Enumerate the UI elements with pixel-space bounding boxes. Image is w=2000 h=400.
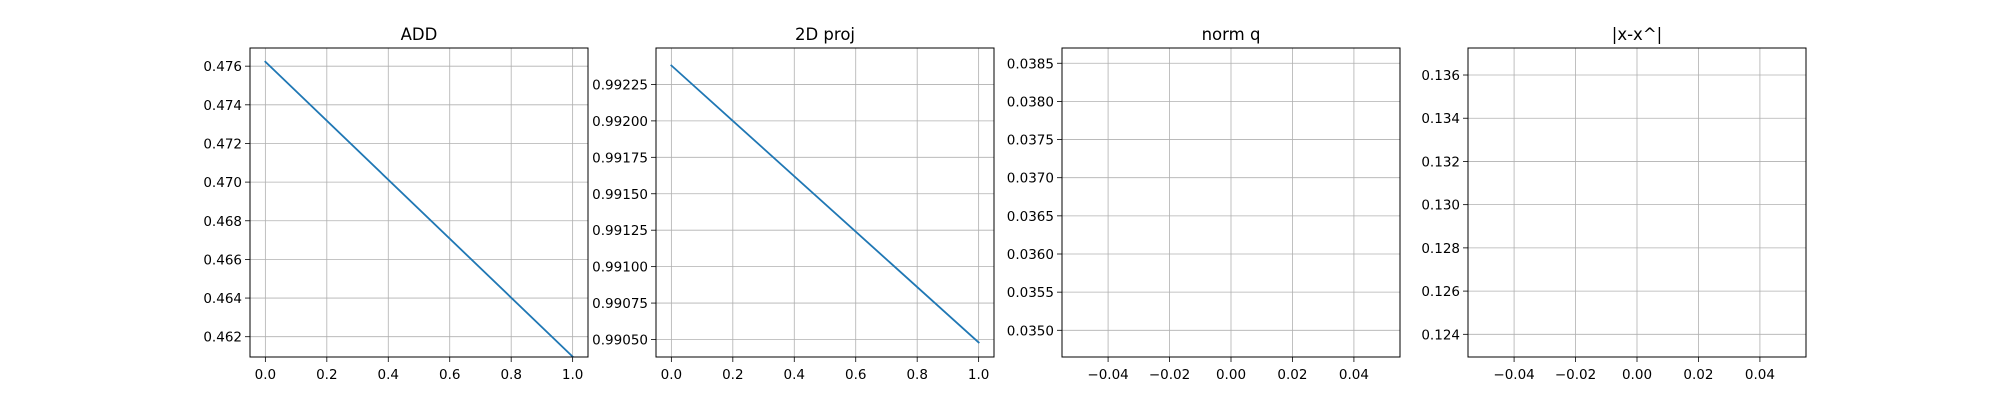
x-tick-label: 0.04	[1339, 367, 1369, 383]
subplot-title-add: ADD	[401, 25, 438, 44]
y-tick-label: 0.0355	[1007, 285, 1054, 301]
y-tick-label: 0.470	[203, 175, 242, 191]
x-tick-label: 0.02	[1277, 367, 1307, 383]
x-tick-label: 0.02	[1683, 367, 1713, 383]
ticks: 0.0 0.2 0.4 0.6 0.8 1.0 0.99050 0.99075 0.99100 0…	[592, 77, 989, 383]
y-tick-label: 0.472	[203, 136, 242, 152]
y-tick-label: 0.0370	[1007, 171, 1054, 187]
x-tick-label: 0.4	[378, 367, 399, 383]
series-line	[264, 60, 574, 358]
y-tick-label: 0.0380	[1007, 94, 1054, 110]
y-tick-label: 0.0365	[1007, 209, 1054, 225]
x-tick-label: 0.6	[845, 367, 866, 383]
x-tick-label: 0.8	[906, 367, 927, 383]
subplot-abs-error: |x-x^| −0.04 −0.02 0.00 0.02 0.04 0.124 0.126 0…	[1421, 25, 1807, 383]
y-tick-label: 0.0350	[1007, 323, 1054, 339]
axes-frame	[1061, 47, 1401, 358]
y-tick-label: 0.474	[203, 98, 242, 114]
ticks: −0.04 −0.02 0.00 0.02 0.04 0.124 0.126 0.128 0.1…	[1421, 68, 1775, 383]
axes-frame	[655, 47, 995, 358]
y-tick-label: 0.0360	[1007, 247, 1054, 263]
x-tick-label: 0.0	[661, 367, 682, 383]
series-line	[670, 64, 980, 344]
x-tick-label: 0.2	[316, 367, 337, 383]
subplot-title-abs-error: |x-x^|	[1612, 25, 1662, 44]
y-tick-label: 0.468	[203, 214, 242, 230]
x-tick-label: 0.0	[255, 367, 276, 383]
y-tick-label: 0.0385	[1007, 56, 1054, 72]
x-tick-label: 1.0	[968, 367, 989, 383]
subplot-2d-proj: 2D proj 0.0 0.2 0.4 0.6 0.8 1.0 0.99050 0.99075…	[592, 25, 995, 383]
x-tick-label: −0.02	[1149, 367, 1190, 383]
y-tick-label: 0.462	[203, 330, 242, 346]
x-tick-label: 0.8	[500, 367, 521, 383]
y-tick-label: 0.99225	[592, 77, 648, 93]
y-tick-label: 0.99125	[592, 223, 648, 239]
x-tick-label: 0.2	[722, 367, 743, 383]
ticks: −0.04 −0.02 0.00 0.02 0.04 0.0350 0.0355 0.0360…	[1007, 56, 1369, 383]
y-tick-label: 0.126	[1421, 284, 1460, 300]
y-tick-label: 0.130	[1421, 198, 1460, 214]
subplot-add: ADD 0.0 0.2 0.4 0.6 0.8 1.0 0.462 0.464 0.466 0.4…	[203, 25, 589, 383]
y-tick-label: 0.99200	[592, 114, 648, 130]
subplot-norm-q: norm q −0.04 −0.02 0.00 0.02 0.04 0.0350 0.035…	[1007, 25, 1401, 383]
grid	[250, 48, 588, 357]
y-tick-label: 0.134	[1421, 111, 1460, 127]
axes-frame	[249, 47, 589, 358]
y-tick-label: 0.99075	[592, 296, 648, 312]
y-tick-label: 0.132	[1421, 154, 1460, 170]
ticks: 0.0 0.2 0.4 0.6 0.8 1.0 0.462 0.464 0.466 0.468 0.…	[203, 59, 583, 383]
y-tick-label: 0.128	[1421, 241, 1460, 257]
x-tick-label: −0.02	[1555, 367, 1596, 383]
x-tick-label: −0.04	[1087, 367, 1128, 383]
subplot-title-2d-proj: 2D proj	[795, 25, 855, 44]
x-tick-label: 0.00	[1622, 367, 1652, 383]
y-tick-label: 0.124	[1421, 327, 1460, 343]
x-tick-label: 0.00	[1216, 367, 1246, 383]
y-tick-label: 0.99175	[592, 150, 648, 166]
grid	[1062, 48, 1400, 357]
x-tick-label: −0.04	[1493, 367, 1534, 383]
grid	[1468, 48, 1806, 357]
subplot-title-norm-q: norm q	[1202, 25, 1261, 44]
x-tick-label: 0.6	[439, 367, 460, 383]
y-tick-label: 0.466	[203, 252, 242, 268]
x-tick-label: 0.4	[784, 367, 805, 383]
x-tick-label: 1.0	[562, 367, 583, 383]
y-tick-label: 0.99150	[592, 187, 648, 203]
grid	[656, 48, 994, 357]
y-tick-label: 0.99050	[592, 333, 648, 349]
x-tick-label: 0.04	[1745, 367, 1775, 383]
axes-frame	[1467, 47, 1807, 358]
y-tick-label: 0.136	[1421, 68, 1460, 84]
y-tick-label: 0.0375	[1007, 133, 1054, 149]
y-tick-label: 0.476	[203, 59, 242, 75]
y-tick-label: 0.464	[203, 291, 242, 307]
y-tick-label: 0.99100	[592, 260, 648, 276]
